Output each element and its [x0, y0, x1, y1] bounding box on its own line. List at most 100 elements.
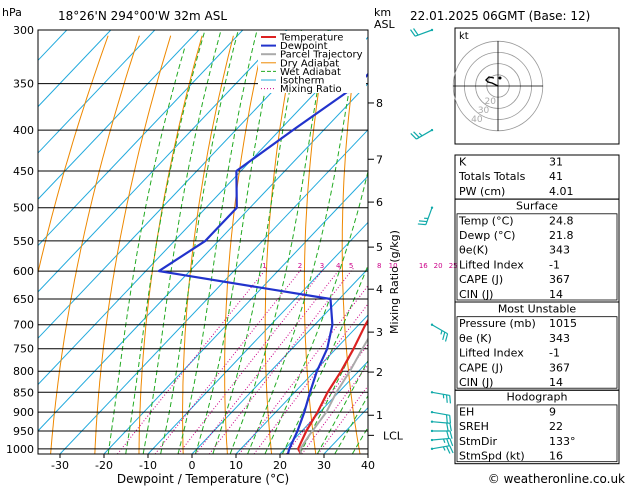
wind-barb-base	[430, 28, 434, 32]
wind-barb-flag	[449, 423, 452, 432]
table-section-title: Hodograph	[507, 391, 568, 404]
mixing-ratio-line	[301, 364, 368, 454]
table-row-value: 14	[549, 376, 563, 389]
lcl-label: LCL	[383, 429, 404, 442]
run-datetime: 22.01.2025 06GMT (Base: 12)	[410, 9, 590, 23]
temperature-tick-label: 40	[361, 459, 375, 472]
wind-barbs	[410, 28, 454, 454]
mixing-ratio-line	[317, 385, 368, 454]
mixing-ratio-axis-title: Mixing Ratio (g/kg)	[388, 230, 401, 334]
dry-adiabat-line	[94, 35, 172, 454]
table-row-value: 41	[549, 170, 563, 183]
temperature-axis-labels: -30 -20 -10 0 10 20 30 40	[51, 454, 375, 472]
dry-adiabat-line	[182, 35, 234, 454]
wind-barb-flag	[440, 330, 443, 335]
isotherm-line	[38, 30, 244, 247]
wind-barb	[430, 420, 452, 432]
wind-barb-flag	[442, 331, 446, 341]
pressure-tick-label: 950	[13, 425, 34, 438]
pressure-tick-label: 700	[13, 319, 34, 332]
wind-barb	[430, 429, 453, 439]
table-row-label: θe(K)	[459, 244, 488, 257]
table-row-value: 343	[549, 332, 570, 345]
isotherm-line	[38, 30, 112, 108]
indices-table: K 31 Totals Totals 41 PW (cm) 4.01 SurfaceTemp…	[454, 154, 620, 465]
dry-adiabat-line	[50, 35, 140, 454]
legend-entry: Temperature	[279, 33, 343, 44]
wind-barb-flag	[445, 394, 448, 403]
wind-barb	[430, 391, 452, 404]
table-row-label: Pressure (mb)	[459, 317, 536, 330]
hodograph-storm-motion	[498, 76, 502, 80]
wind-barb-base	[430, 323, 434, 326]
isotherm-line	[38, 30, 200, 200]
wet-adiabat-line	[264, 169, 368, 454]
wind-barb-flag	[410, 132, 417, 140]
table-row-value: 1015	[549, 317, 577, 330]
table-row-label: StmSpd (kt)	[459, 450, 525, 463]
pressure-unit-label: hPa	[2, 6, 22, 19]
pressure-tick-label: 350	[13, 78, 34, 91]
pressure-tick-label: 600	[13, 265, 34, 278]
pressure-tick-label: 800	[13, 365, 34, 378]
table-row-label: CIN (J)	[459, 376, 493, 389]
table-row-label: EH	[459, 405, 474, 418]
table-row-value: 22	[549, 420, 563, 433]
x-axis-title: Dewpoint / Temperature (°C)	[117, 472, 289, 486]
table-row-value: 9	[549, 405, 556, 418]
table-inner-frame	[456, 404, 618, 463]
temperature-tick-label: 20	[273, 459, 287, 472]
mixing-ratio-label: 16	[419, 262, 428, 270]
mixing-ratio-label: 20	[434, 262, 443, 270]
height-unit-label: km	[374, 6, 391, 19]
dry-adiabat-line	[138, 35, 203, 454]
mixing-ratio-line	[208, 267, 354, 454]
height-tick-label: 7	[376, 153, 383, 166]
table-row-label: CIN (J)	[459, 288, 493, 301]
wet-adiabat-line	[299, 318, 368, 454]
series-dewpoint-line	[157, 72, 368, 454]
table-section-title: Most Unstable	[498, 303, 577, 316]
wind-barb-base	[430, 128, 434, 132]
wind-barb-flag	[449, 395, 452, 404]
table-inner-frame	[456, 213, 618, 301]
pressure-axis-labels: 300 350 400 450 500 550 600 650 700 750 800 850 900 9…	[6, 24, 34, 456]
dry-adiabat-lines	[38, 35, 361, 454]
plot-frame	[37, 29, 369, 455]
wind-barb-base	[430, 410, 434, 414]
table-inner-frame	[456, 316, 618, 389]
location-title: 18°26'N 294°00'W 32m ASL	[58, 9, 227, 23]
wind-barb-base	[430, 438, 434, 442]
pressure-tick-label: 1000	[6, 443, 34, 456]
mixing-ratio-lines	[117, 267, 368, 454]
table-row-value: 24.8	[549, 214, 574, 227]
mixing-ratio-label: 4	[336, 262, 341, 270]
table-row-value: 133°	[549, 435, 576, 448]
wind-barb-base	[430, 429, 434, 433]
table-row-label: PW (cm)	[459, 185, 505, 198]
height-tick-label: 5	[376, 241, 383, 254]
wind-barb-flag	[418, 132, 423, 137]
hodograph-ring-label: 20	[485, 97, 497, 107]
wind-barb-flag	[449, 438, 454, 447]
sounding-series	[157, 72, 368, 454]
height-tick-label: 6	[376, 196, 383, 209]
legend-entry: Dry Adiabat	[280, 58, 339, 69]
wind-barb	[430, 323, 449, 342]
isotherm-line	[38, 30, 288, 293]
mixing-ratio-label: 3	[320, 262, 324, 270]
hodograph-trace	[485, 76, 499, 87]
series-parcel-trajectory-line	[299, 337, 368, 454]
wind-barb-flag	[418, 220, 428, 223]
wind-barb-flag	[442, 438, 446, 443]
table-row-value: 367	[549, 273, 570, 286]
table-row-value: 367	[549, 361, 570, 374]
mixing-ratio-label: 10	[389, 262, 398, 270]
temperature-tick-label: 0	[189, 459, 196, 472]
wind-barb-base	[430, 447, 434, 451]
isotherm-line	[279, 360, 368, 454]
pressure-tick-label: 750	[13, 343, 34, 356]
series-temperature-line	[297, 318, 368, 454]
